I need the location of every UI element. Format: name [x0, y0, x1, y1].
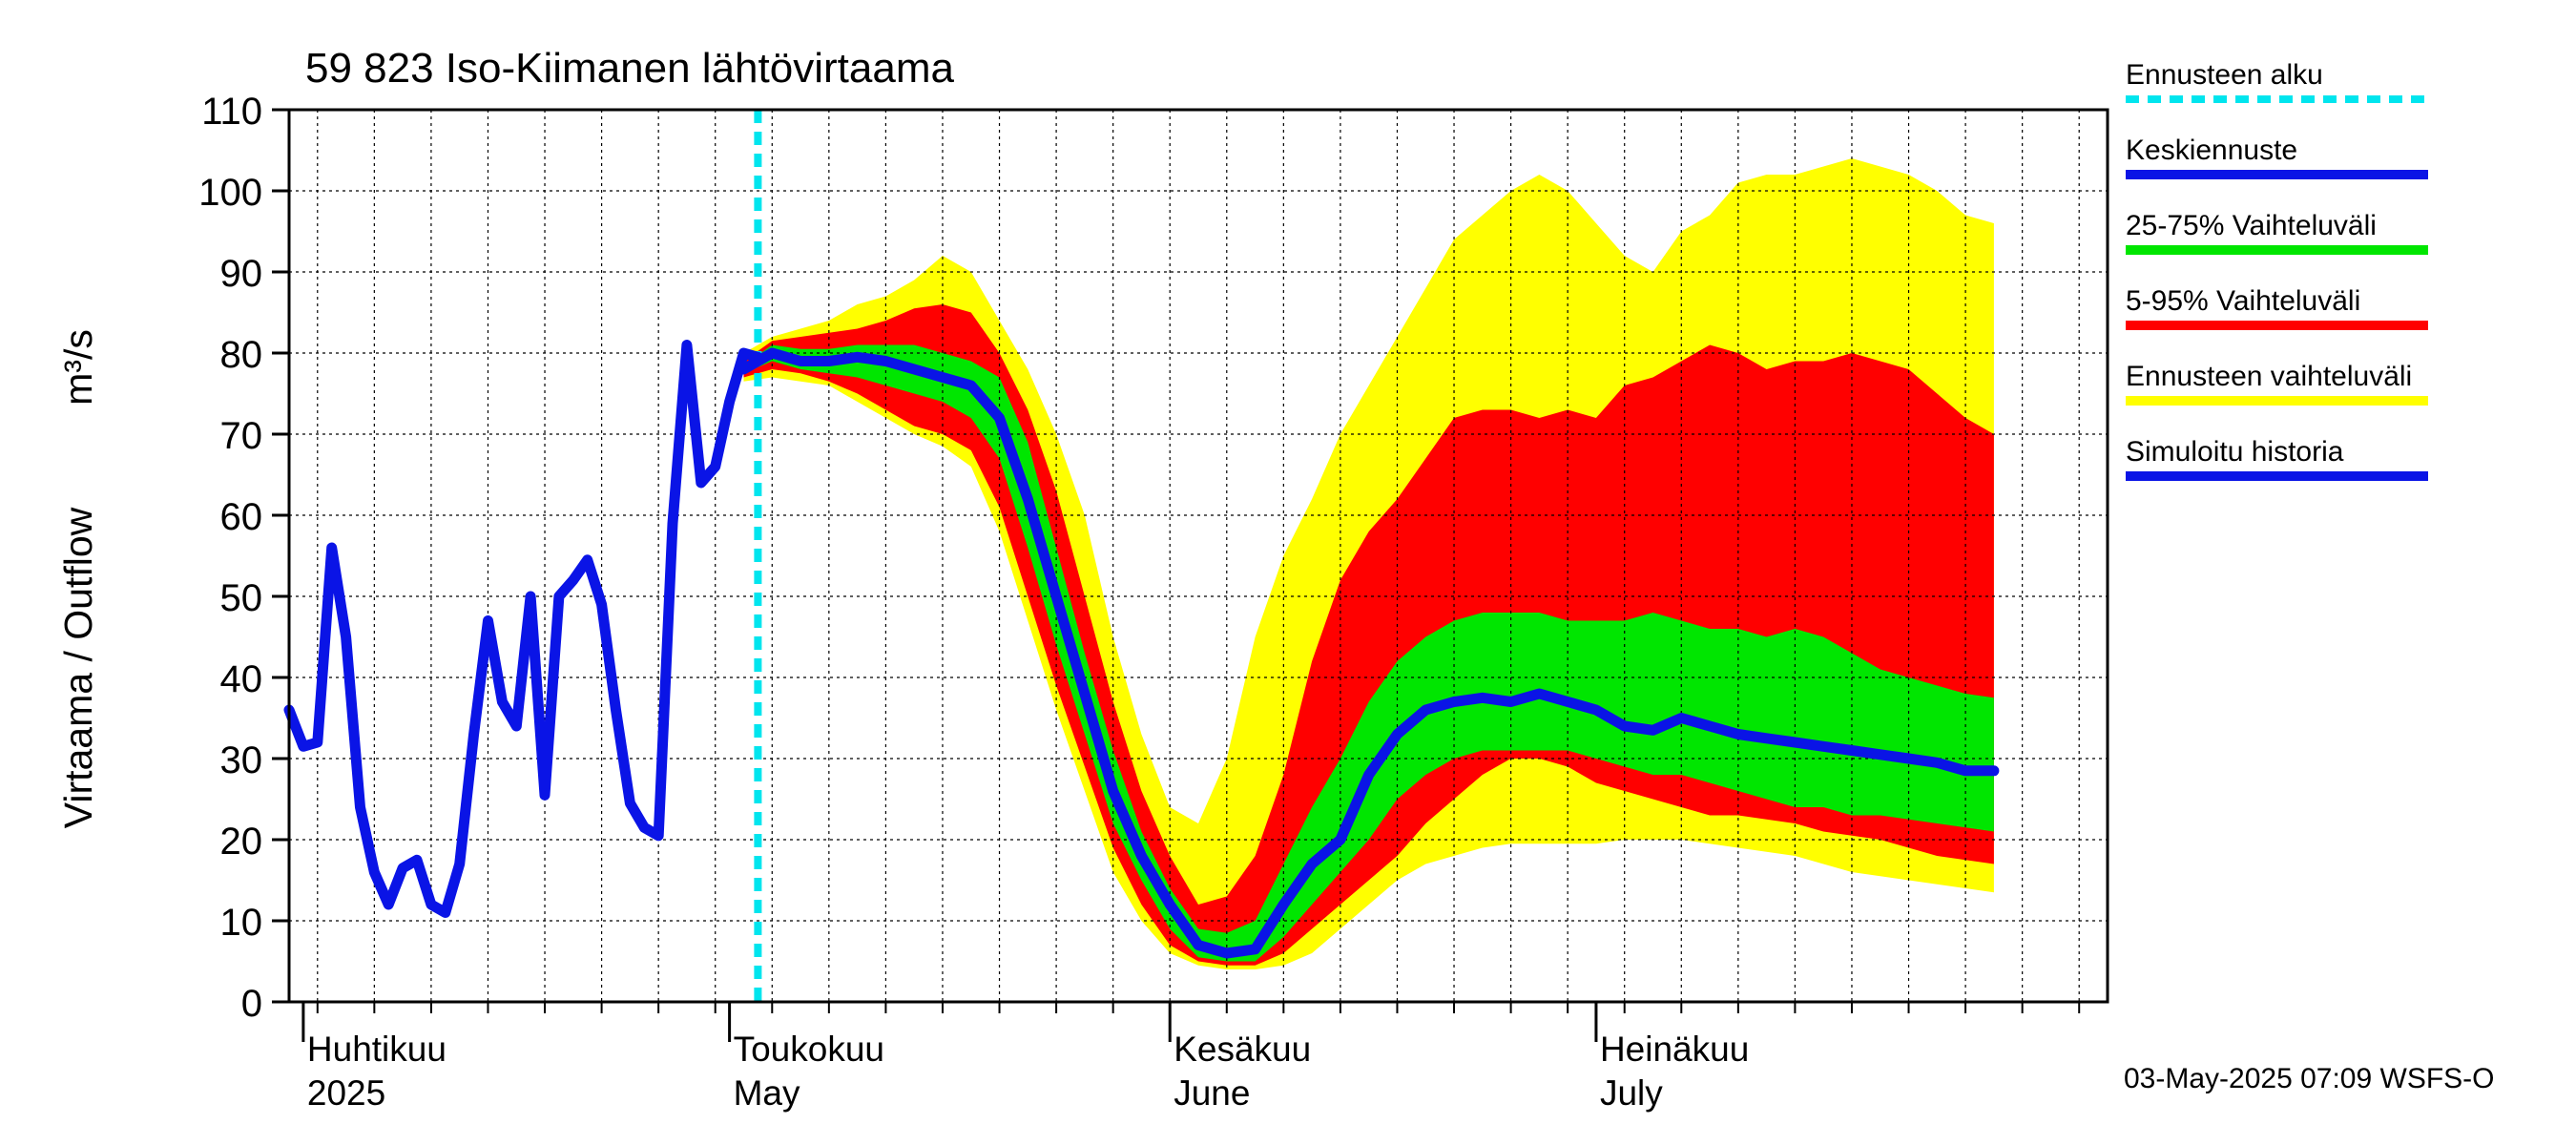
legend: Ennusteen alku Keskiennuste 25-75% Vaihtel…: [2126, 59, 2428, 481]
month-label-fi: Heinäkuu: [1600, 1030, 1749, 1069]
legend-label: Simuloitu historia: [2126, 436, 2344, 468]
y-axis-unit: m³/s: [56, 329, 100, 406]
legend-label: Ennusteen vaihteluväli: [2126, 361, 2412, 392]
month-label-en: July: [1600, 1073, 1663, 1113]
y-tick-label: 110: [201, 91, 262, 133]
axes: 0 10 20 30 40 50 60 70 80 90 100 110 Huhtikuu 2025 Tou…: [198, 91, 2081, 1113]
month-label-fi: Huhtikuu: [307, 1030, 447, 1069]
legend-label: Ennusteen alku: [2126, 59, 2323, 91]
series-lines: [283, 110, 2000, 1002]
history-line: [283, 340, 763, 918]
y-tick-label: 80: [220, 334, 263, 376]
legend-label: 5-95% Vaihteluväli: [2126, 285, 2360, 317]
y-tick-label: 50: [220, 577, 263, 619]
median-forecast-line: [738, 347, 2000, 959]
grid-lines: [289, 110, 2108, 1002]
month-label-en: 2025: [307, 1073, 385, 1113]
month-label-en: May: [734, 1073, 800, 1113]
month-label-fi: Kesäkuu: [1174, 1030, 1311, 1069]
forecast-bands: [743, 158, 1994, 969]
month-label-fi: Toukokuu: [734, 1030, 884, 1069]
y-tick-label: 100: [198, 172, 262, 214]
chart-title: 59 823 Iso-Kiimanen lähtövirtaama: [305, 45, 954, 92]
y-tick-label: 0: [241, 983, 262, 1025]
legend-label: 25-75% Vaihteluväli: [2126, 210, 2377, 241]
y-tick-label: 70: [220, 415, 263, 457]
month-label-en: June: [1174, 1073, 1250, 1113]
plot-frame: [287, 108, 2109, 1004]
legend-label: Keskiennuste: [2126, 135, 2297, 166]
band-25-75: [743, 344, 1994, 962]
timestamp-footer: 03-May-2025 07:09 WSFS-O: [2124, 1063, 2495, 1094]
y-tick-label: 20: [220, 821, 263, 863]
y-tick-label: 90: [220, 253, 263, 295]
y-tick-label: 60: [220, 496, 263, 538]
y-tick-label: 10: [220, 902, 263, 944]
y-axis-label: Virtaama / Outflow: [56, 507, 100, 828]
y-tick-label: 40: [220, 658, 263, 700]
y-tick-label: 30: [220, 739, 263, 781]
